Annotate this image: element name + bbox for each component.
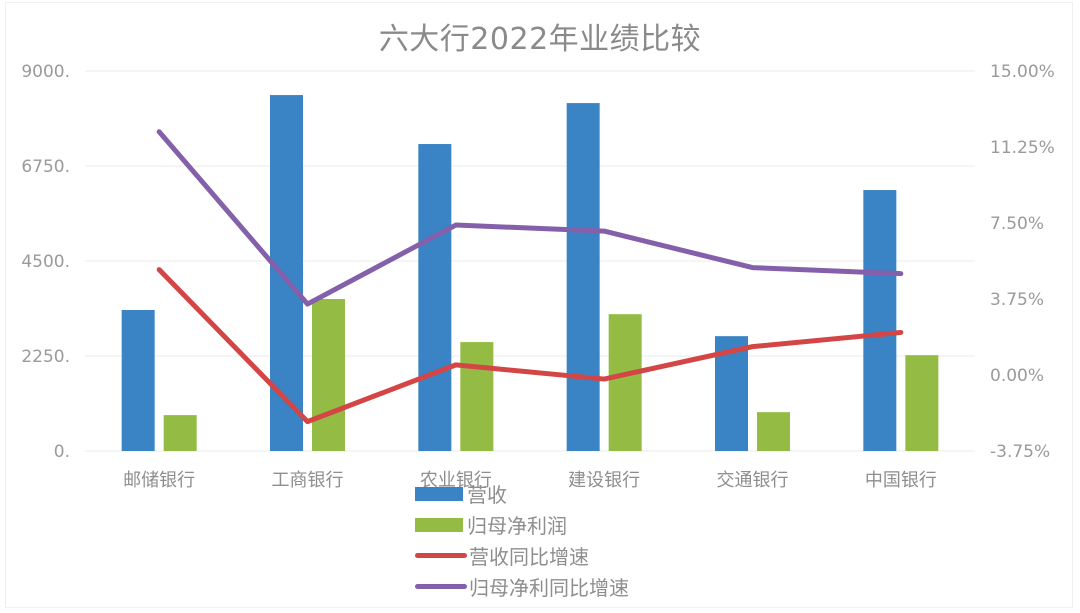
legend-swatch-box-icon (415, 517, 463, 532)
legend-item: 归母净利同比增速 (415, 571, 629, 602)
revenue-growth-line (156, 267, 904, 425)
left-axis-tick: 9000. (21, 62, 70, 82)
chart-title: 六大行2022年业绩比较 (378, 22, 702, 57)
legend-item: 归母净利润 (415, 509, 629, 540)
bar-revenue (566, 103, 600, 451)
legend-label: 营收同比增速 (469, 545, 589, 569)
legend-label: 营收 (467, 483, 507, 507)
right-axis-tick: 0.00% (990, 366, 1044, 386)
legend-item: 营收 (415, 478, 629, 509)
bar-net-profit (312, 299, 345, 451)
legend-swatch-line-icon (415, 553, 467, 558)
category-label: 农业银行 (420, 470, 492, 491)
category-label: 交通银行 (717, 470, 789, 491)
category-label: 邮储银行 (123, 470, 195, 491)
legend-swatch-line-icon (415, 584, 467, 589)
category-label: 中国银行 (865, 470, 937, 491)
right-axis-tick: 15.00% (990, 62, 1055, 82)
legend-item: 营收同比增速 (415, 540, 629, 571)
legend-label: 归母净利润 (467, 514, 567, 538)
right-axis-tick: -3.75% (990, 442, 1050, 462)
chart-frame (5, 2, 1073, 608)
right-axis-tick: 3.75% (990, 290, 1044, 310)
bar-net-profit (905, 355, 939, 451)
right-axis-tick: 11.25% (990, 138, 1055, 158)
legend-swatch-box-icon (415, 486, 463, 501)
bar-net-profit (460, 342, 494, 451)
left-axis-tick: 0. (54, 442, 70, 462)
left-axis-tick: 2250. (21, 347, 70, 367)
bar-revenue (121, 309, 155, 451)
left-axis-tick: 6750. (21, 157, 70, 177)
bar-revenue (863, 190, 897, 452)
legend: 营收归母净利润营收同比增速归母净利同比增速 (415, 478, 629, 602)
category-label: 工商银行 (272, 470, 344, 491)
net-profit-growth-line (156, 129, 904, 307)
category-label: 建设银行 (568, 470, 640, 491)
bar-net-profit (163, 415, 197, 451)
right-axis-tick: 7.50% (990, 214, 1044, 234)
bar-net-profit (757, 412, 790, 451)
left-axis-tick: 4500. (21, 252, 70, 272)
bar-revenue (418, 144, 452, 452)
legend-label: 归母净利同比增速 (469, 576, 629, 600)
bar-net-profit (608, 314, 642, 451)
